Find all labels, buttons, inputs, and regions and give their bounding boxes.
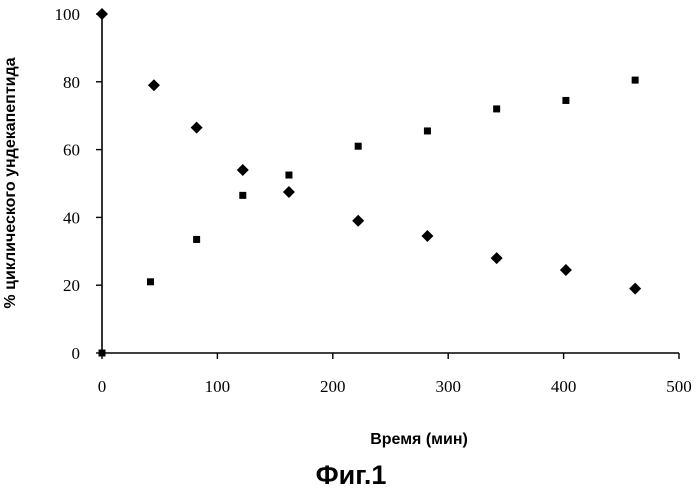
x-axis-title: Время (мин) (370, 431, 468, 448)
data-point-square (632, 77, 639, 84)
data-point-diamond (237, 164, 249, 176)
data-point-square (285, 172, 292, 179)
y-tick-label: 100 (55, 5, 81, 24)
y-tick-label: 80 (63, 73, 80, 92)
data-point-diamond (352, 215, 364, 227)
x-tick-label: 100 (205, 377, 231, 396)
data-point-square (355, 143, 362, 150)
data-point-diamond (560, 264, 572, 276)
data-point-square (239, 192, 246, 199)
y-tick-label: 20 (63, 276, 80, 295)
data-point-diamond (96, 8, 108, 20)
data-point-diamond (191, 122, 203, 134)
data-point-square (147, 278, 154, 285)
data-point-square (562, 97, 569, 104)
y-tick-label: 0 (72, 344, 81, 363)
data-point-square (493, 105, 500, 112)
data-point-diamond (491, 252, 503, 264)
data-point-diamond (148, 79, 160, 91)
figure-caption: Фиг.1 (316, 460, 387, 490)
y-tick-label: 60 (63, 141, 80, 160)
data-point-diamond (629, 283, 641, 295)
data-point-square (424, 127, 431, 134)
data-point-diamond (421, 230, 433, 242)
x-tick-label: 400 (551, 377, 577, 396)
x-tick-label: 300 (435, 377, 461, 396)
y-axis-title: % циклического ундекапептида (2, 57, 19, 308)
data-point-square (99, 350, 106, 357)
x-tick-label: 0 (98, 377, 107, 396)
x-tick-label: 500 (666, 377, 692, 396)
x-tick-label: 200 (320, 377, 346, 396)
plot-area: 0 100 200 300 400 500 0 20 40 60 80 100 (55, 5, 692, 396)
data-point-square (193, 236, 200, 243)
data-point-diamond (283, 186, 295, 198)
y-tick-label: 40 (63, 208, 80, 227)
